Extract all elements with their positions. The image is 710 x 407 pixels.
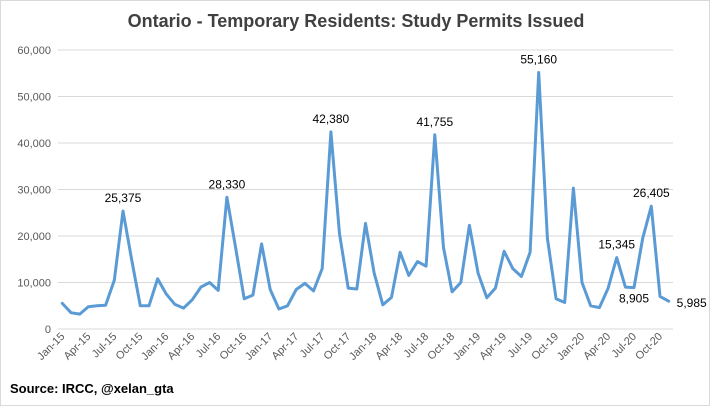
x-tick-label: Apr-15 [62,331,94,363]
y-tick-label: 30,000 [17,185,51,197]
x-tick-label: Oct-16 [218,331,250,363]
y-tick-label: 50,000 [17,92,51,104]
data-label: 55,160 [520,53,557,67]
x-tick-label: Apr-16 [166,331,198,363]
x-tick-label: Apr-19 [477,331,509,363]
data-label: 28,330 [209,177,246,191]
y-tick-label: 40,000 [17,138,51,150]
data-label: 25,375 [105,191,142,205]
x-tick-label: Jan-15 [35,331,67,363]
data-label: 15,345 [598,238,635,252]
y-tick-label: 0 [45,324,51,336]
series-line [60,71,671,316]
data-label: 42,380 [313,112,350,126]
source-note: Source: IRCC, @xelan_gta [10,381,174,396]
x-tick-label: Jan-17 [243,331,275,363]
x-tick-label: Apr-20 [581,331,613,363]
x-tick-label: Oct-20 [633,331,665,363]
x-tick-label: Oct-17 [321,331,353,363]
x-tick-label: Oct-15 [114,331,146,363]
data-label: 41,755 [416,115,453,129]
x-tick-label: Apr-17 [269,331,301,363]
chart-title: Ontario - Temporary Residents: Study Per… [127,11,585,31]
x-tick-label: Oct-19 [529,331,561,363]
y-tick-label: 20,000 [17,231,51,243]
x-tick-label: Jan-18 [347,331,379,363]
data-label: 8,905 [619,292,649,306]
x-tick-label: Apr-18 [373,331,405,363]
x-tick-label: Jan-16 [139,331,171,363]
data-label: 5,985 [677,296,707,310]
x-tick-label: Jan-20 [555,331,587,363]
x-tick-label: Oct-18 [425,331,457,363]
y-tick-label: 10,000 [17,278,51,290]
x-tick-label: Jan-19 [451,331,483,363]
y-tick-label: 60,000 [17,45,51,57]
data-label: 26,405 [633,186,670,200]
